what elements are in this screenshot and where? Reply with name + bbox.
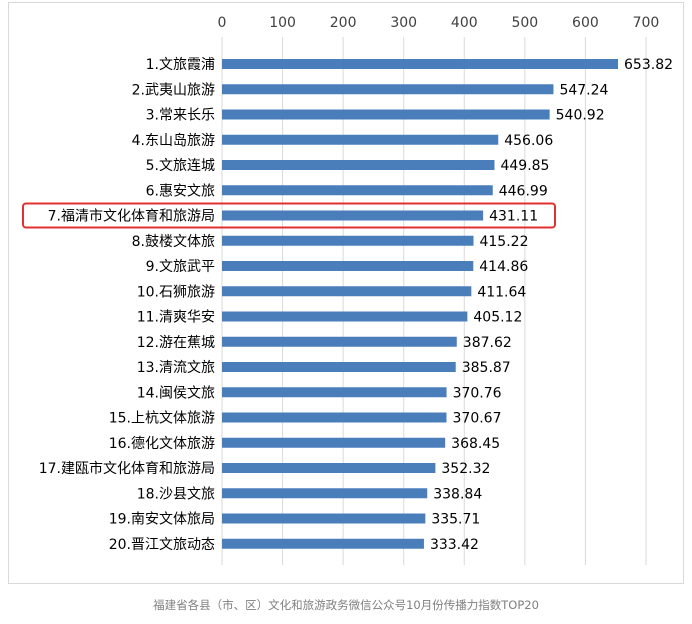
bar	[222, 387, 447, 398]
value-label: 456.06	[504, 133, 553, 149]
value-label: 446.99	[499, 183, 548, 199]
bar	[222, 261, 474, 271]
value-label: 653.82	[624, 57, 673, 73]
category-label: 13.清流文旅	[137, 360, 215, 376]
category-label: 8.鼓楼文体旅	[132, 234, 215, 250]
category-label: 6.惠安文旅	[146, 183, 215, 199]
category-label: 17.建瓯市文化体育和旅游局	[39, 460, 215, 477]
value-label: 411.64	[477, 284, 526, 300]
value-label: 370.67	[453, 411, 502, 427]
bar	[222, 210, 484, 221]
value-label: 368.45	[451, 436, 500, 452]
category-label: 19.南安文体旅局	[109, 512, 215, 528]
category-label: 1.文旅霞浦	[146, 57, 215, 73]
category-label: 18.沙县文旅	[137, 486, 215, 502]
value-label: 385.87	[462, 360, 511, 376]
category-label: 2.武夷山旅游	[132, 82, 215, 98]
value-label: 370.76	[453, 385, 502, 401]
x-tick-label: 0	[218, 15, 227, 31]
value-label: 352.32	[441, 461, 490, 477]
chart-caption: 福建省各县（市、区）文化和旅游政务微信公众号10月份传播力指数TOP20	[153, 598, 539, 612]
chart-frame: 0 100 200 300 400 500 600 700 1.文旅霞浦 653.82 2.武夷山旅…	[8, 2, 684, 584]
value-label: 414.86	[479, 259, 528, 275]
value-label: 405.12	[473, 310, 522, 326]
category-label: 15.上杭文体旅游	[109, 411, 215, 427]
bar	[222, 538, 424, 549]
bar	[222, 84, 554, 95]
value-label: 338.84	[433, 486, 482, 502]
x-tick-label: 700	[633, 15, 660, 31]
highlight-box	[22, 202, 556, 229]
value-label: 333.42	[430, 537, 479, 553]
value-label: 335.71	[431, 512, 480, 528]
category-label: 16.德化文体旅游	[109, 436, 215, 452]
bar	[222, 160, 495, 170]
bar	[222, 336, 457, 347]
bar	[222, 513, 426, 524]
x-tick-label: 600	[572, 15, 599, 31]
category-label: 5.文旅连城	[146, 158, 215, 174]
bar	[222, 311, 468, 322]
bar	[222, 185, 493, 196]
value-label: 415.22	[479, 234, 528, 250]
bar	[222, 134, 499, 145]
x-tick-label: 300	[390, 15, 417, 31]
category-label: 9.文旅武平	[146, 259, 215, 275]
category-label: 10.石狮旅游	[137, 284, 215, 300]
value-label: 547.24	[559, 82, 608, 98]
category-label: 3.常来长乐	[146, 108, 215, 124]
category-label: 11.清爽华安	[137, 310, 215, 326]
category-label: 20.晋江文旅动态	[109, 537, 215, 553]
bar	[222, 286, 472, 297]
bar	[222, 109, 550, 120]
bar	[222, 362, 456, 372]
x-tick-label: 100	[269, 15, 296, 31]
value-label: 449.85	[500, 158, 549, 174]
bar	[222, 488, 428, 499]
bar	[222, 463, 436, 473]
bar-chart: 0 100 200 300 400 500 600 700 1.文旅霞浦 653.82 2.武夷山旅…	[22, 15, 673, 565]
bar	[222, 235, 474, 246]
bar	[222, 59, 619, 69]
x-tick-label: 200	[330, 15, 357, 31]
category-label: 14.闽侯文旅	[137, 385, 215, 401]
value-label: 540.92	[556, 108, 605, 124]
x-tick-label: 500	[511, 15, 538, 31]
value-label: 387.62	[463, 335, 512, 351]
category-label: 4.东山岛旅游	[132, 133, 215, 149]
category-label: 12.游在蕉城	[137, 335, 215, 351]
bar	[222, 437, 446, 448]
value-label: 431.11	[489, 209, 538, 225]
category-label: 7.福清市文化体育和旅游局	[48, 208, 215, 225]
x-tick-label: 400	[451, 15, 478, 31]
bar	[222, 412, 447, 423]
